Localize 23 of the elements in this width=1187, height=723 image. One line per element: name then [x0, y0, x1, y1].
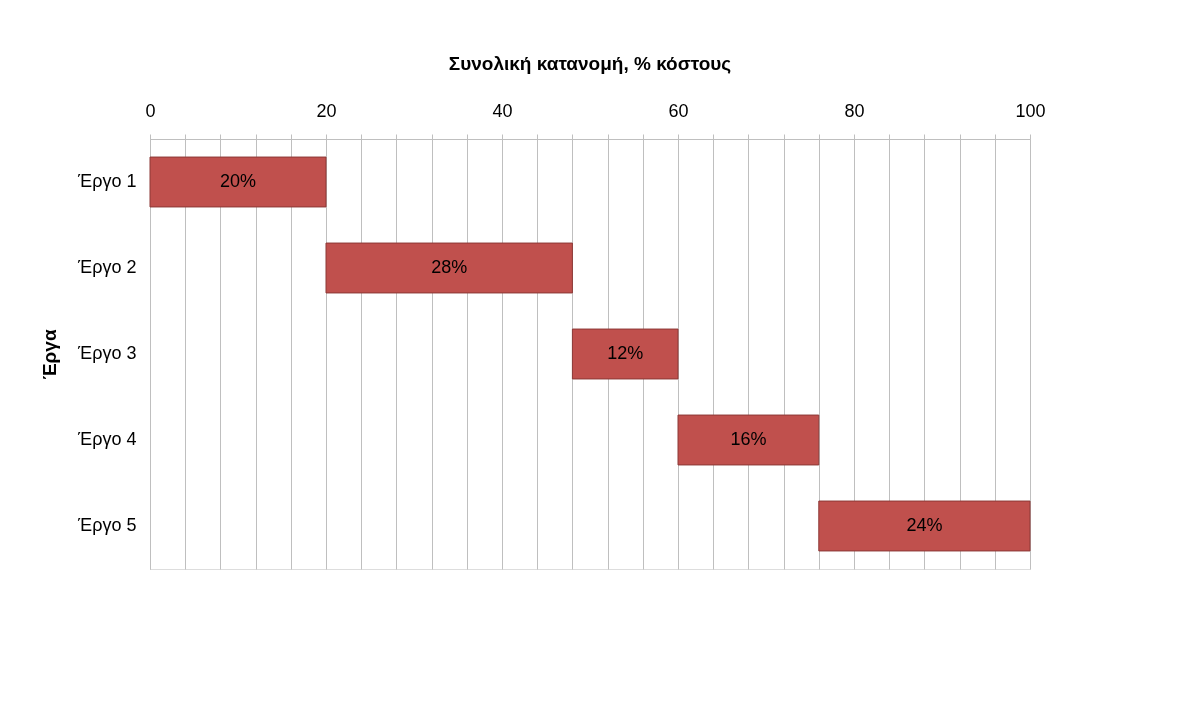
x-tick-label: 0: [145, 100, 156, 121]
bar: [325, 242, 573, 294]
bar: [149, 156, 327, 208]
data-label: 24%: [906, 515, 943, 535]
y-tick-label: Έργο 4: [77, 429, 137, 449]
chart-title: Συνολική κατανομή, % κόστους: [448, 53, 732, 74]
x-tick-label: 20: [316, 100, 337, 121]
x-tick-label: 60: [668, 100, 689, 121]
x-tick-label: 80: [844, 100, 865, 121]
y-tick-label: Έργο 3: [77, 343, 137, 363]
y-tick-label: Έργο 1: [77, 171, 137, 191]
y-tick-label: Έργο 5: [77, 515, 137, 535]
bar: [677, 414, 820, 466]
data-label: 20%: [219, 171, 257, 191]
bar: [818, 500, 1031, 552]
data-label: 16%: [730, 429, 767, 449]
x-tick-label: 100: [1015, 100, 1046, 121]
bar: [571, 328, 679, 380]
y-tick-label: Έργο 2: [77, 257, 137, 277]
y-axis-title: Έργα: [39, 329, 61, 380]
data-label: 12%: [607, 343, 644, 363]
x-tick-label: 40: [492, 100, 513, 121]
data-label: 28%: [431, 257, 468, 277]
